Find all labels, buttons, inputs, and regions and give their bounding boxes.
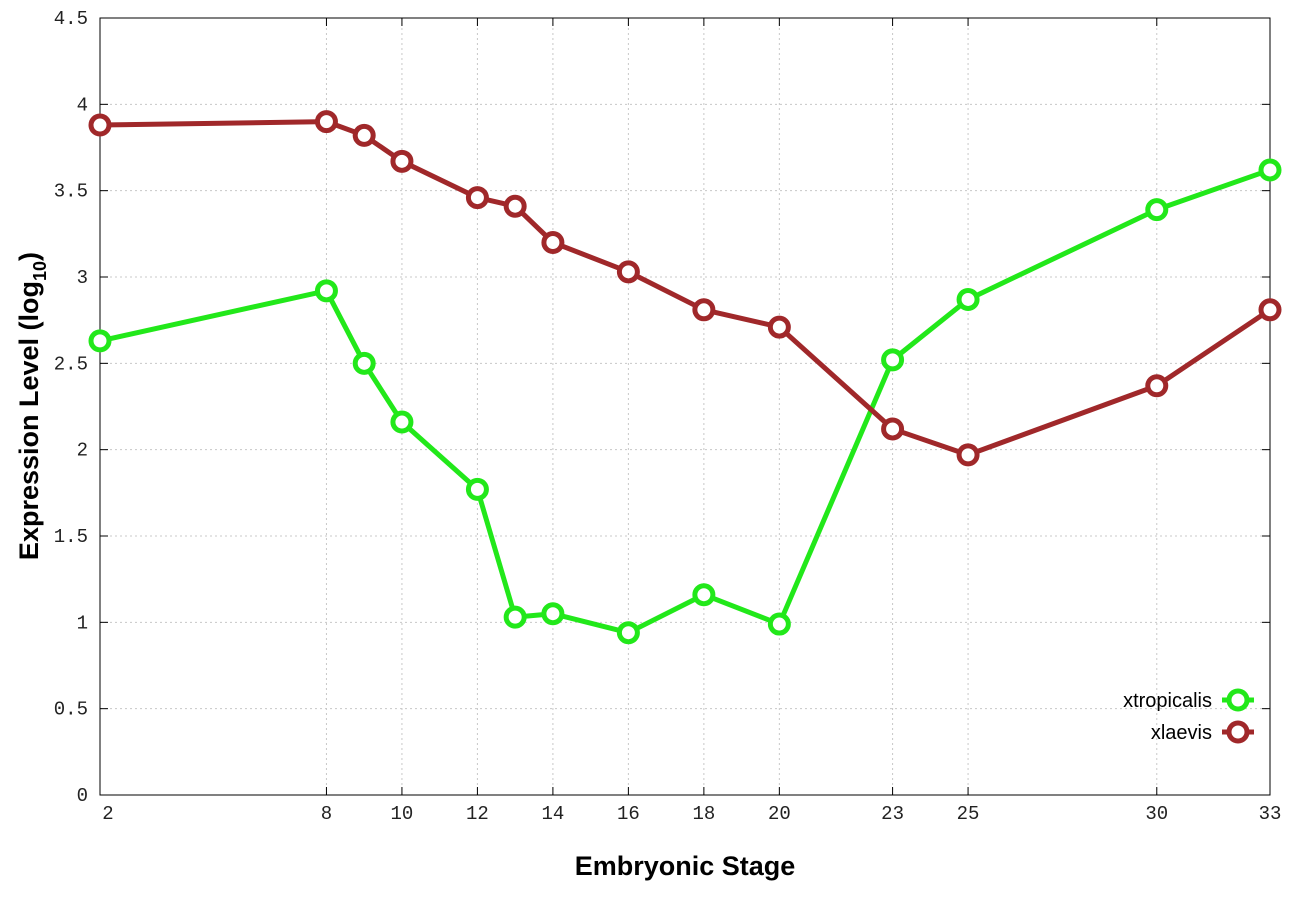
y-tick-label: 1.5 xyxy=(54,526,88,548)
y-tick-label: 0.5 xyxy=(54,699,88,721)
legend: xtropicalis xlaevis xyxy=(1123,688,1254,744)
grid xyxy=(100,18,1270,795)
x-tick-label: 30 xyxy=(1145,803,1168,825)
x-tick-label: 18 xyxy=(692,803,715,825)
data-point-xlaevis xyxy=(314,110,338,134)
series-line-xtropicalis xyxy=(99,167,1271,636)
x-tick-label: 23 xyxy=(881,803,904,825)
x-tick-label: 8 xyxy=(321,803,332,825)
data-point-xtropicalis xyxy=(465,477,489,501)
data-point-xlaevis xyxy=(616,260,640,284)
y-tick-label: 4 xyxy=(77,94,88,116)
y-tick-label: 2.5 xyxy=(54,353,88,375)
data-point-xlaevis xyxy=(352,123,376,147)
series-lines xyxy=(88,110,1282,645)
data-point-xlaevis xyxy=(390,149,414,173)
data-point-xtropicalis xyxy=(692,583,716,607)
data-point-xtropicalis xyxy=(352,351,376,375)
x-tick-label: 25 xyxy=(957,803,980,825)
x-tick-label: 12 xyxy=(466,803,489,825)
y-tick-label: 3 xyxy=(77,267,88,289)
data-point-xlaevis xyxy=(541,230,565,254)
tick-labels: 0 0.5 1 1.5 2 2.5 3 3.5 4 4.5 2 8 10 12 14 16 18 20 23 25 30… xyxy=(54,8,1282,825)
data-point-xtropicalis xyxy=(390,410,414,434)
data-point-xtropicalis xyxy=(1145,198,1169,222)
legend-marker-xlaevis xyxy=(1226,720,1250,744)
data-point-xtropicalis xyxy=(1258,158,1282,182)
data-point-xlaevis xyxy=(692,298,716,322)
data-point-xlaevis xyxy=(881,417,905,441)
data-point-xtropicalis xyxy=(503,605,527,629)
legend-marker-xtropicalis xyxy=(1226,688,1250,712)
data-point-xtropicalis xyxy=(88,329,112,353)
x-tick-label: 10 xyxy=(391,803,414,825)
data-point-xtropicalis xyxy=(767,612,791,636)
x-tick-label: 33 xyxy=(1259,803,1282,825)
legend-label-xtropicalis: xtropicalis xyxy=(1123,690,1212,712)
x-tick-label: 16 xyxy=(617,803,640,825)
y-tick-label: 0 xyxy=(77,785,88,807)
data-point-xlaevis xyxy=(503,194,527,218)
y-tick-label: 4.5 xyxy=(54,8,88,30)
data-point-xtropicalis xyxy=(616,621,640,645)
data-point-xlaevis xyxy=(1145,374,1169,398)
y-tick-label: 3.5 xyxy=(54,181,88,203)
series-line-xlaevis xyxy=(99,119,1272,458)
x-tick-label: 14 xyxy=(541,803,564,825)
data-point-xtropicalis xyxy=(881,348,905,372)
data-point-xlaevis xyxy=(767,315,791,339)
data-point-xlaevis xyxy=(465,186,489,210)
y-axis-label: Expression Level (log10) xyxy=(14,252,50,560)
y-tick-label: 2 xyxy=(77,440,88,462)
x-tick-label: 20 xyxy=(768,803,791,825)
legend-label-xlaevis: xlaevis xyxy=(1151,722,1212,744)
plot-frame xyxy=(99,17,1271,796)
data-point-xtropicalis xyxy=(314,279,338,303)
data-point-xlaevis xyxy=(1258,298,1282,322)
data-point-xlaevis xyxy=(88,113,112,137)
y-tick-label: 1 xyxy=(77,612,88,634)
data-point-xtropicalis xyxy=(956,287,980,311)
data-point-xtropicalis xyxy=(541,602,565,626)
x-axis-label: Embryonic Stage xyxy=(575,851,796,881)
x-tick-label: 2 xyxy=(102,803,113,825)
data-point-xlaevis xyxy=(956,443,980,467)
